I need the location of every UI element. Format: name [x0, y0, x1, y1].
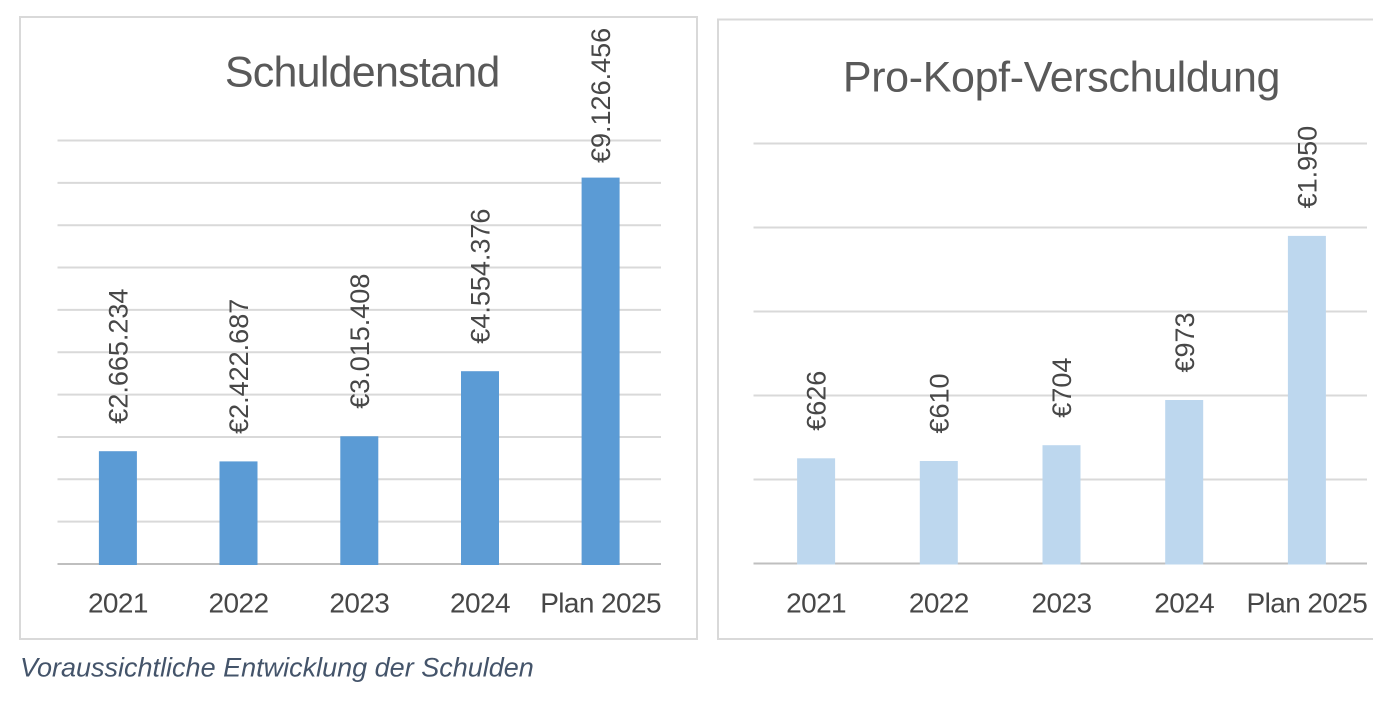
svg-text:Schuldenstand: Schuldenstand [225, 49, 500, 97]
svg-text:€704: €704 [1047, 358, 1077, 418]
svg-text:€610: €610 [924, 373, 954, 433]
svg-text:€626: €626 [802, 371, 832, 431]
svg-text:€2.422.687: €2.422.687 [224, 299, 254, 434]
svg-text:Pro-Kopf-Verschuldung: Pro-Kopf-Verschuldung [843, 53, 1280, 101]
svg-text:2023: 2023 [329, 588, 389, 619]
svg-text:€9.126.456: €9.126.456 [586, 28, 616, 163]
svg-text:2022: 2022 [909, 588, 969, 619]
svg-text:Voraussichtliche Entwicklung d: Voraussichtliche Entwicklung der Schulde… [20, 653, 534, 683]
svg-text:2023: 2023 [1032, 588, 1092, 619]
svg-text:€973: €973 [1170, 312, 1200, 372]
svg-text:Plan 2025: Plan 2025 [540, 588, 661, 619]
svg-text:€3.015.408: €3.015.408 [345, 274, 375, 409]
svg-text:2021: 2021 [88, 588, 148, 619]
svg-text:2024: 2024 [1154, 588, 1214, 619]
svg-text:€2.665.234: €2.665.234 [104, 289, 134, 424]
svg-text:2021: 2021 [786, 588, 846, 619]
svg-text:Plan 2025: Plan 2025 [1247, 588, 1368, 619]
svg-text:2022: 2022 [209, 588, 269, 619]
svg-text:2024: 2024 [450, 588, 510, 619]
svg-text:€4.554.376: €4.554.376 [466, 209, 496, 344]
svg-text:€1.950: €1.950 [1293, 126, 1323, 209]
